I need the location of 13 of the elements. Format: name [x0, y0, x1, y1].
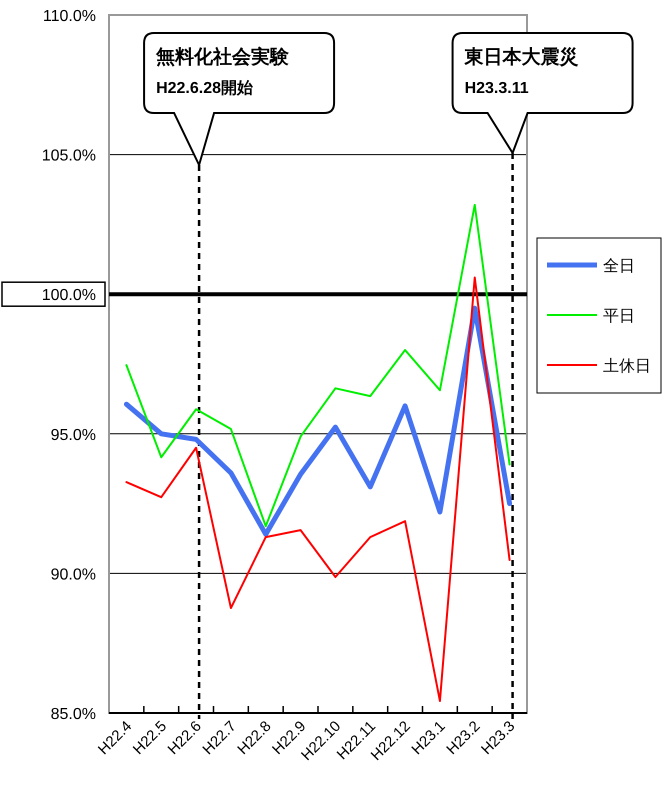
y-tick-label: 90.0% [50, 566, 96, 584]
y-tick-label: 110.0% [42, 8, 96, 25]
line-series [125, 276, 511, 702]
y-tick-label: 95.0% [50, 426, 96, 444]
annotation: 無料化社会実験 H22.6.28開始 [155, 46, 290, 97]
y-tick-label: 105.0% [42, 148, 96, 165]
y-tick-label: 100.0% [42, 287, 96, 304]
legend-label: 土休日 [603, 357, 651, 375]
y-tick-label: 85.0% [50, 706, 96, 723]
legend-label: 全日 [603, 258, 635, 275]
legend-label: 平日 [603, 308, 635, 325]
annotation: 東日本大震災 H23.3.11 [464, 46, 579, 97]
line-series [125, 204, 511, 528]
